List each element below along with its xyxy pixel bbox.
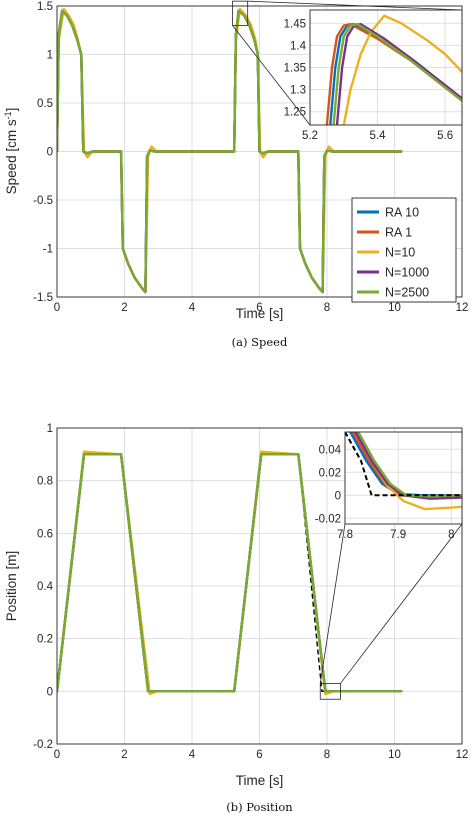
speed-x-tick-label: 6 [256,302,262,314]
position-x-tick-label: 4 [189,749,196,761]
position-inset-box [344,431,463,525]
speed-y-tick-label: 1 [47,50,53,62]
position-series-group [57,450,403,696]
speed-x-tick-label: 12 [456,302,469,314]
position-inset-series-line-4 [354,432,462,500]
speed-caption: (a) Speed [232,335,288,349]
position-x-tick-label: 12 [456,749,469,761]
speed-inset-y-tick-label: 1.25 [284,107,306,119]
speed-y-label: Speed [cm s-1] [3,108,19,195]
position-y-ticks: -0.2 0 0.2 0.4 0.6 0.8 1 [33,423,53,751]
speed-y-tick-label: 1.5 [37,1,53,13]
position-x-tick-label: 2 [121,749,127,761]
speed-x-tick-label: 10 [388,302,401,314]
position-panel: 0 2 4 6 8 10 12 -0.200.20.40.60.81 Time [s] Po… [4,423,468,814]
speed-y-tick-label: 0 [47,147,53,159]
speed-series-line-5 [57,9,403,294]
legend-box [351,197,457,303]
position-caption: (b) Position [226,800,293,814]
speed-inset-x-tick-label: 5.6 [437,130,453,142]
speed-x-tick-label: 0 [54,302,60,314]
position-y-tick-label: 0 [47,686,53,698]
position-y-tick-label: -0.2 [33,739,53,751]
position-x-label: Time [s] [236,773,284,788]
speed-zoom-connector [247,0,463,11]
position-inset-y-tick-label: 0.04 [319,444,342,456]
position-zoom-source-box [319,683,341,700]
speed-x-tick-label: 2 [121,302,127,314]
position-inset-x-tick-label: 7.9 [390,529,406,541]
speed-axes-box [56,5,463,298]
speed-inset-y-tick-label: 1.4 [290,40,307,52]
position-y-tick-label: 1 [47,423,53,435]
legend-label-4: N=1000 [385,266,429,280]
speed-inset: 5.2 5.4 5.6 1.25 1.3 1.35 1.4 1.45 [284,9,463,142]
position-zoom-connector [340,523,463,684]
speed-series-group [57,7,403,294]
speed-x-ticks: 0 2 4 6 8 10 12 [54,302,469,314]
speed-inset-x-tick-label: 5.4 [370,130,387,142]
legend-label-1: RA 10 [385,206,419,220]
position-axes-box [56,427,463,745]
position-zoom-connector [319,523,346,684]
position-inset-x-tick-label: 7.8 [337,529,353,541]
speed-inset-y-tick-label: 1.35 [284,63,306,75]
position-inset-y-tick-label: 0 [335,490,341,502]
position-inset: 7.8 7.9 8 -0.02 0 0.02 0.04 [315,431,463,541]
position-y-tick-label: 0.2 [37,634,53,646]
position-x-tick-label: 10 [388,749,401,761]
speed-inset-y-tick-label: 1.3 [290,85,306,97]
speed-zoom-indicator [232,0,463,126]
speed-y-tick-label: 0.5 [37,98,53,110]
legend-label-5: N=2500 [385,286,429,300]
speed-inset-box [309,9,463,126]
speed-y-tick-label: -1.5 [33,292,53,304]
position-x-ticks: 0 2 4 6 8 10 12 [54,749,469,761]
position-y-tick-label: 0.6 [37,528,53,540]
position-y-tick-label: 0.8 [37,476,53,488]
speed-inset-y-tick-label: 1.45 [284,18,306,30]
position-x-tick-label: 8 [324,749,330,761]
speed-inset-series-line-4 [335,23,462,125]
position-inset-x-tick-label: 8 [448,529,454,541]
position-inset-y-tick-label: 0.02 [319,467,341,479]
speed-y-ticks: -1.5 -1 -0.5 0 0.5 1 1.5 [33,1,53,304]
legend-label-2: RA 1 [385,226,412,240]
speed-inset-series-line-5 [332,23,462,125]
speed-x-tick-label: 8 [324,302,330,314]
speed-panel: 0 2 4 6 8 10 12 -1.5 -1 -0.5 0 0.5 1 1.5 Time [s] Sp… [3,0,469,349]
speed-inset-x-tick-label: 5.2 [302,130,318,142]
speed-y-tick-label: -0.5 [33,195,53,207]
position-series-line-5 [57,453,403,693]
speed-legend: RA 10 RA 1 N=10 N=1000 N=2500 [351,197,457,303]
speed-x-label: Time [s] [236,306,284,321]
position-y-label: Position [m] [4,551,19,622]
speed-zoom-connector [232,25,311,126]
legend-label-3: N=10 [385,246,415,260]
speed-x-tick-label: 4 [189,302,196,314]
position-zoom-indicator [319,523,463,700]
speed-zoom-source-box [232,0,249,26]
position-x-tick-label: 0 [54,749,60,761]
position-inset-y-tick-label: -0.02 [315,513,341,525]
position-x-tick-label: 6 [256,749,262,761]
position-y-tick-label: 0.4 [37,581,54,593]
speed-y-tick-label: -1 [43,244,53,256]
speed-inset-series-line-3 [342,14,462,125]
